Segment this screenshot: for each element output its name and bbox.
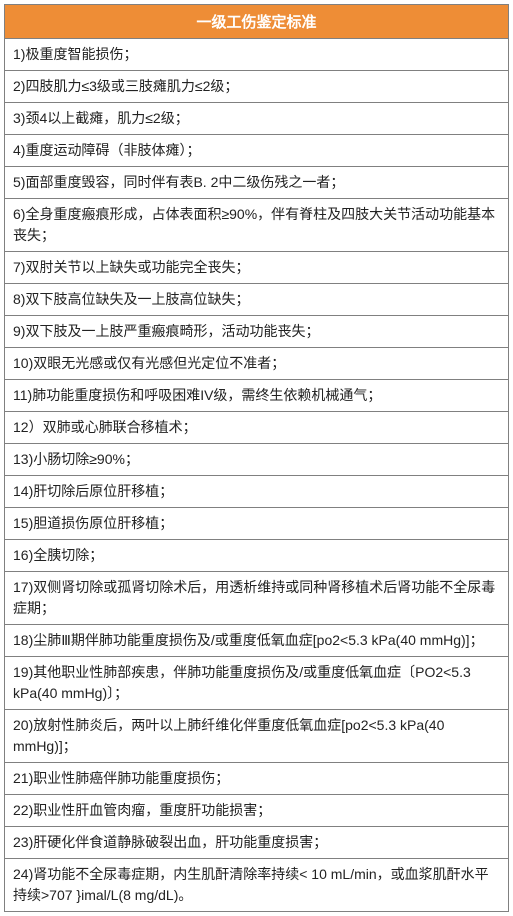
table-row: 16)全胰切除； — [5, 540, 508, 572]
table-row: 14)肝切除后原位肝移植； — [5, 476, 508, 508]
table-row: 8)双下肢高位缺失及一上肢高位缺失； — [5, 284, 508, 316]
table-row: 21)职业性肺癌伴肺功能重度损伤； — [5, 763, 508, 795]
table-row: 17)双侧肾切除或孤肾切除术后，用透析维持或同种肾移植术后肾功能不全尿毒症期； — [5, 572, 508, 625]
table-row: 1)极重度智能损伤； — [5, 39, 508, 71]
rows-container: 1)极重度智能损伤；2)四肢肌力≤3级或三肢瘫肌力≤2级；3)颈4以上截瘫，肌力… — [5, 39, 508, 911]
table-row: 3)颈4以上截瘫，肌力≤2级； — [5, 103, 508, 135]
table-row: 15)胆道损伤原位肝移植； — [5, 508, 508, 540]
table-row: 12）双肺或心肺联合移植术； — [5, 412, 508, 444]
table-row: 10)双眼无光感或仅有光感但光定位不准者； — [5, 348, 508, 380]
table-row: 7)双肘关节以上缺失或功能完全丧失； — [5, 252, 508, 284]
table-row: 18)尘肺Ⅲ期伴肺功能重度损伤及/或重度低氧血症[po2<5.3 kPa(40 … — [5, 625, 508, 657]
table-row: 5)面部重度毁容，同时伴有表B. 2中二级伤残之一者； — [5, 167, 508, 199]
standards-table: 一级工伤鉴定标准 1)极重度智能损伤；2)四肢肌力≤3级或三肢瘫肌力≤2级；3)… — [4, 4, 509, 912]
table-row: 2)四肢肌力≤3级或三肢瘫肌力≤2级； — [5, 71, 508, 103]
table-row: 13)小肠切除≥90%； — [5, 444, 508, 476]
table-row: 19)其他职业性肺部疾患，伴肺功能重度损伤及/或重度低氧血症〔PO2<5.3 k… — [5, 657, 508, 710]
table-row: 6)全身重度瘢痕形成，占体表面积≥90%，伴有脊柱及四肢大关节活动功能基本丧失； — [5, 199, 508, 252]
table-row: 4)重度运动障碍（非肢体瘫）； — [5, 135, 508, 167]
table-row: 24)肾功能不全尿毒症期，内生肌酐清除率持续< 10 mL/min，或血浆肌酐水… — [5, 859, 508, 911]
table-row: 20)放射性肺炎后，两叶以上肺纤维化伴重度低氧血症[po2<5.3 kPa(40… — [5, 710, 508, 763]
table-row: 22)职业性肝血管肉瘤，重度肝功能损害； — [5, 795, 508, 827]
table-row: 9)双下肢及一上肢严重瘢痕畸形，活动功能丧失； — [5, 316, 508, 348]
table-header: 一级工伤鉴定标准 — [5, 5, 508, 39]
table-row: 11)肺功能重度损伤和呼吸困难IV级，需终生依赖机械通气； — [5, 380, 508, 412]
table-row: 23)肝硬化伴食道静脉破裂出血，肝功能重度损害； — [5, 827, 508, 859]
